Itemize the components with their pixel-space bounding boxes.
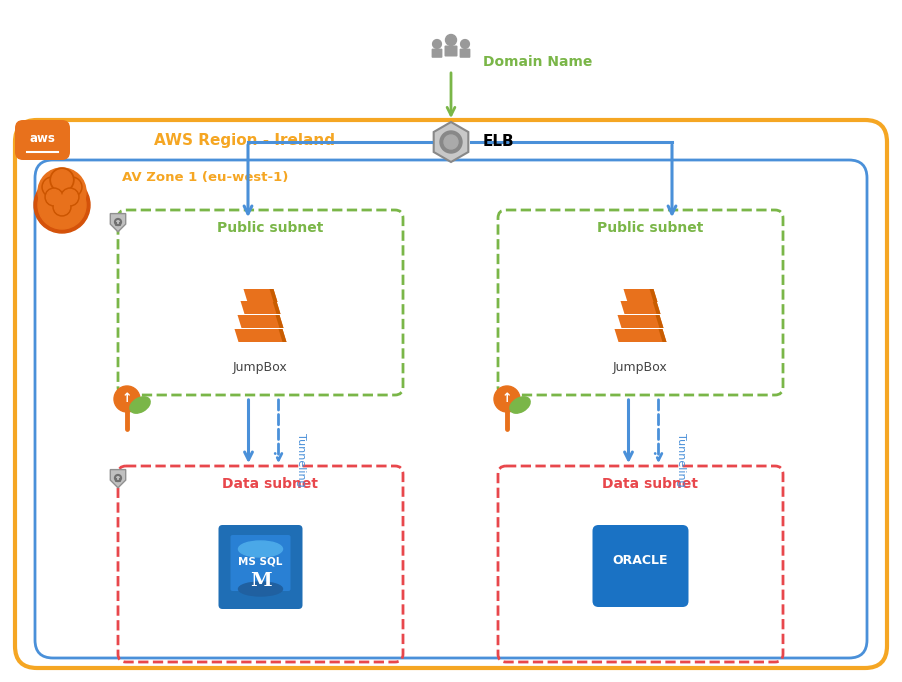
Polygon shape: [235, 329, 287, 342]
Polygon shape: [656, 315, 664, 328]
Circle shape: [38, 168, 86, 216]
Circle shape: [114, 386, 140, 412]
Ellipse shape: [238, 582, 282, 596]
Text: MS SQL: MS SQL: [238, 556, 282, 566]
Text: ELB: ELB: [483, 134, 515, 149]
Polygon shape: [614, 329, 667, 342]
Circle shape: [440, 131, 462, 153]
Text: ↑: ↑: [122, 393, 133, 406]
Circle shape: [53, 198, 71, 216]
Polygon shape: [270, 289, 278, 302]
Polygon shape: [652, 301, 660, 314]
Polygon shape: [649, 289, 658, 302]
Polygon shape: [272, 301, 281, 314]
Circle shape: [38, 181, 86, 229]
Circle shape: [62, 177, 82, 197]
Circle shape: [433, 40, 441, 48]
Text: Data subnet: Data subnet: [603, 477, 698, 491]
Polygon shape: [618, 315, 664, 328]
Circle shape: [45, 188, 63, 206]
Polygon shape: [275, 315, 283, 328]
Circle shape: [34, 177, 90, 233]
Text: Data subnet: Data subnet: [223, 477, 318, 491]
Circle shape: [50, 168, 74, 192]
Circle shape: [54, 200, 69, 215]
Text: JumpBox: JumpBox: [613, 361, 667, 374]
Text: Public subnet: Public subnet: [217, 221, 324, 235]
Text: Public subnet: Public subnet: [597, 221, 704, 235]
FancyBboxPatch shape: [593, 525, 688, 607]
Text: Tunneling: Tunneling: [296, 433, 306, 487]
Polygon shape: [237, 315, 283, 328]
Polygon shape: [279, 329, 287, 342]
Ellipse shape: [130, 397, 150, 413]
Text: Domain Name: Domain Name: [483, 55, 593, 69]
Text: ORACLE: ORACLE: [612, 554, 668, 567]
Polygon shape: [244, 289, 278, 302]
FancyBboxPatch shape: [460, 48, 471, 58]
Circle shape: [47, 190, 61, 205]
Polygon shape: [241, 301, 281, 314]
Circle shape: [51, 170, 72, 190]
Polygon shape: [623, 289, 658, 302]
Text: M: M: [250, 572, 272, 590]
FancyBboxPatch shape: [431, 48, 442, 58]
FancyBboxPatch shape: [445, 46, 457, 57]
Circle shape: [43, 179, 60, 196]
FancyBboxPatch shape: [218, 525, 302, 609]
Circle shape: [42, 177, 62, 197]
Text: AV Zone 1 (eu-west-1): AV Zone 1 (eu-west-1): [122, 171, 288, 185]
FancyBboxPatch shape: [231, 535, 290, 591]
Ellipse shape: [510, 397, 530, 413]
Circle shape: [494, 386, 520, 412]
Polygon shape: [658, 329, 667, 342]
FancyBboxPatch shape: [15, 120, 70, 160]
Polygon shape: [110, 213, 125, 232]
Circle shape: [444, 135, 458, 149]
Polygon shape: [434, 122, 468, 162]
Text: JumpBox: JumpBox: [233, 361, 288, 374]
Polygon shape: [110, 470, 125, 488]
Polygon shape: [621, 301, 660, 314]
Circle shape: [63, 179, 80, 196]
Ellipse shape: [238, 541, 282, 557]
Text: ↑: ↑: [502, 393, 512, 406]
Circle shape: [446, 35, 456, 46]
Text: AWS Region - Ireland: AWS Region - Ireland: [154, 132, 336, 147]
Text: ☁: ☁: [50, 183, 75, 207]
Circle shape: [62, 190, 78, 205]
Circle shape: [61, 188, 79, 206]
Circle shape: [461, 40, 469, 48]
Text: aws: aws: [30, 132, 55, 145]
Text: Tunneling: Tunneling: [676, 433, 686, 487]
